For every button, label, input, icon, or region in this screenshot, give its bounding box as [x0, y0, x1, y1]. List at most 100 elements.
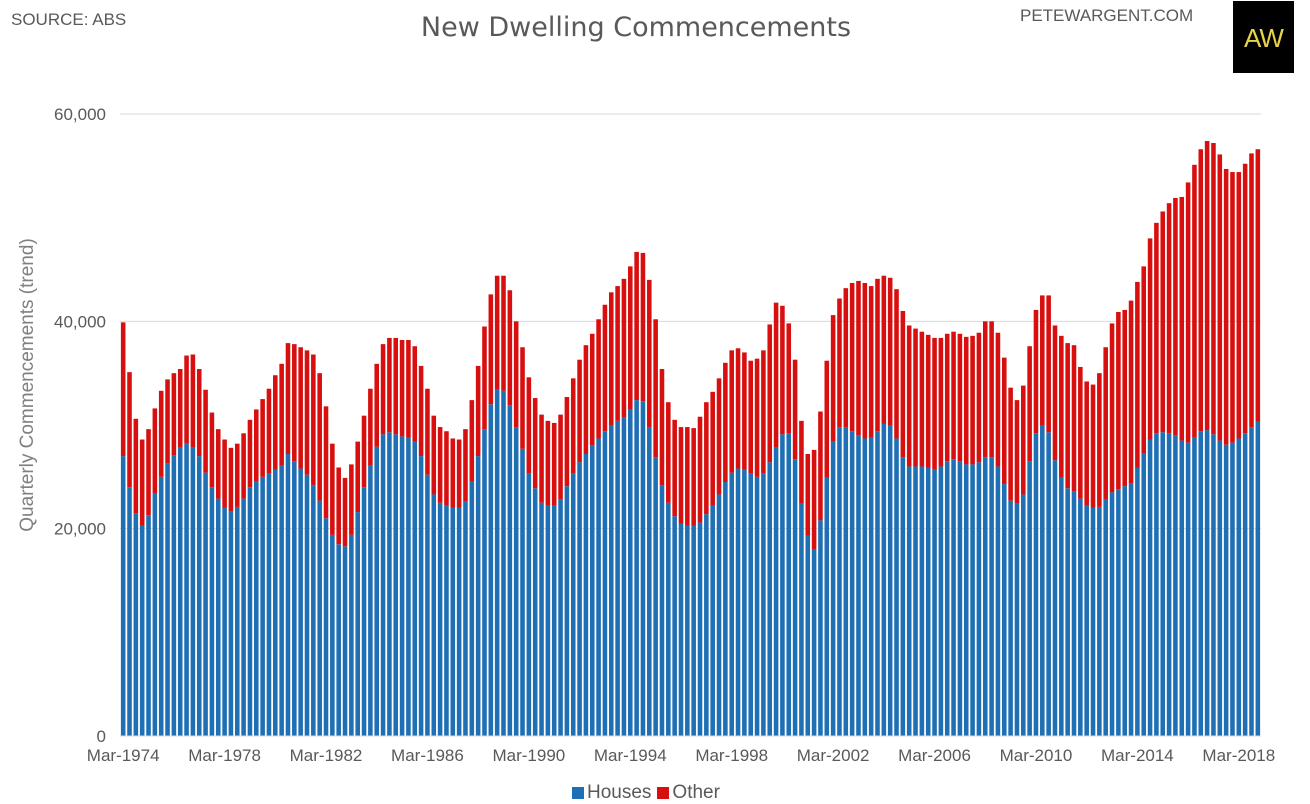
bar-houses — [640, 401, 646, 736]
bar-other — [627, 266, 633, 410]
bar-houses — [456, 507, 462, 736]
bar-houses — [177, 447, 183, 736]
bar-houses — [1008, 500, 1013, 736]
bar-other — [672, 419, 677, 517]
bar-houses — [463, 501, 468, 736]
bar-houses — [1065, 488, 1070, 736]
bar-other — [1071, 345, 1077, 492]
bar-other — [792, 359, 798, 460]
bar-houses — [723, 482, 728, 736]
x-tick-label: Mar-1986 — [391, 746, 464, 765]
bar-other — [1021, 385, 1026, 495]
bar-houses — [482, 429, 487, 736]
bar-other — [729, 350, 734, 473]
bar-houses — [545, 505, 551, 736]
bar-other — [1033, 309, 1039, 434]
bar-other — [849, 282, 855, 432]
bar-houses — [805, 535, 811, 736]
bar-other — [1179, 196, 1185, 441]
bar-other — [1109, 323, 1115, 493]
bar-other — [507, 290, 513, 406]
bar-other — [152, 408, 158, 494]
bar-houses — [1040, 425, 1045, 736]
bar-houses — [583, 454, 589, 736]
bar-houses — [349, 534, 354, 736]
bar-other — [355, 441, 360, 513]
bar-houses — [368, 465, 373, 736]
x-tick-label: Mar-1974 — [87, 746, 160, 765]
bar-other — [190, 354, 196, 448]
bar-other — [139, 439, 145, 526]
bar-houses — [336, 544, 341, 736]
bar-other — [647, 279, 652, 428]
bar-houses — [1071, 491, 1077, 736]
bar-other — [881, 275, 887, 424]
bar-houses — [780, 434, 785, 736]
bar-houses — [165, 463, 170, 736]
bar-other — [589, 333, 595, 446]
bar-other — [1147, 238, 1153, 440]
bar-houses — [247, 487, 253, 736]
bar-other — [311, 354, 316, 486]
bar-other — [171, 373, 177, 456]
bar-houses — [647, 427, 652, 736]
bar-other — [298, 347, 303, 469]
bar-other — [1103, 347, 1108, 500]
bar-other — [995, 332, 1001, 467]
bar-houses — [748, 473, 754, 736]
bar-other — [368, 388, 373, 466]
bar-other — [361, 415, 367, 488]
bar-other — [532, 398, 538, 489]
bar-other — [254, 409, 259, 481]
bar-houses — [507, 405, 513, 736]
bar-other — [475, 365, 481, 457]
bar-houses — [1204, 430, 1210, 736]
bar-houses — [1090, 507, 1096, 736]
bar-other — [1116, 312, 1121, 490]
bar-houses — [342, 546, 348, 736]
bar-houses — [881, 423, 887, 736]
bar-other — [608, 292, 614, 425]
bar-houses — [355, 512, 360, 736]
bar-other — [767, 324, 773, 463]
bar-other — [570, 378, 576, 474]
bar-houses — [843, 427, 849, 736]
bar-houses — [754, 476, 760, 736]
bar-houses — [716, 494, 722, 736]
bar-other — [1166, 203, 1172, 434]
bar-other — [1059, 335, 1064, 478]
bar-other — [292, 344, 297, 462]
bar-houses — [615, 420, 620, 736]
bar-houses — [913, 466, 918, 736]
bar-houses — [894, 438, 899, 736]
bar-houses — [704, 514, 709, 736]
bar-other — [887, 277, 893, 425]
bar-other — [406, 339, 411, 438]
bar-other — [317, 373, 322, 501]
bar-houses — [273, 469, 278, 736]
bar-houses — [393, 434, 399, 736]
bar-houses — [792, 459, 798, 736]
bar-other — [925, 334, 931, 468]
legend-label-other: Other — [672, 782, 720, 803]
bar-houses — [672, 516, 677, 736]
bar-other — [247, 419, 253, 488]
bar-other — [780, 305, 785, 435]
bar-houses — [532, 488, 538, 736]
bar-other — [342, 477, 348, 547]
bar-houses — [158, 476, 164, 736]
bar-other — [1211, 143, 1216, 435]
bar-houses — [1135, 467, 1140, 736]
bar-other — [1230, 172, 1235, 443]
bar-houses — [444, 505, 449, 736]
bar-houses — [1078, 498, 1083, 736]
bar-other — [906, 325, 912, 467]
bar-other — [818, 411, 823, 521]
bar-other — [875, 278, 880, 432]
bar-other — [963, 336, 969, 465]
bar-other — [894, 289, 899, 439]
bar-houses — [196, 456, 202, 736]
bar-houses — [589, 445, 595, 736]
bar-houses — [120, 456, 126, 736]
bar-houses — [184, 443, 189, 736]
